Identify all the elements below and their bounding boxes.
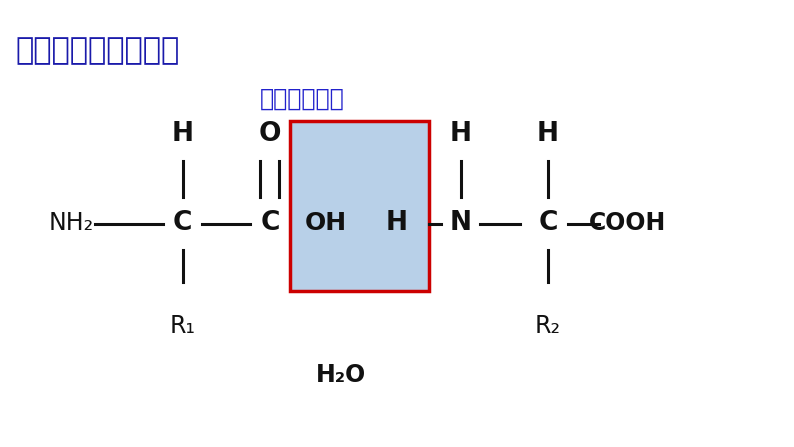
Text: COOH: COOH: [588, 211, 666, 236]
Text: C: C: [173, 211, 192, 236]
Text: C: C: [260, 211, 279, 236]
Text: N: N: [449, 211, 472, 236]
Text: H: H: [386, 211, 408, 236]
Text: O: O: [259, 121, 281, 147]
Text: 氨基酸的结合: 氨基酸的结合: [260, 86, 344, 110]
Text: NH₂: NH₂: [49, 211, 94, 236]
Text: OH: OH: [304, 211, 347, 236]
FancyBboxPatch shape: [290, 121, 429, 291]
Text: H: H: [449, 121, 472, 147]
Text: R₂: R₂: [535, 314, 561, 338]
Text: H₂O: H₂O: [316, 363, 367, 388]
Text: R₁: R₁: [170, 314, 195, 338]
Text: H: H: [537, 121, 559, 147]
Text: C: C: [538, 211, 557, 236]
Text: H: H: [172, 121, 194, 147]
Text: 蛋白质的形成过程：: 蛋白质的形成过程：: [16, 36, 180, 65]
